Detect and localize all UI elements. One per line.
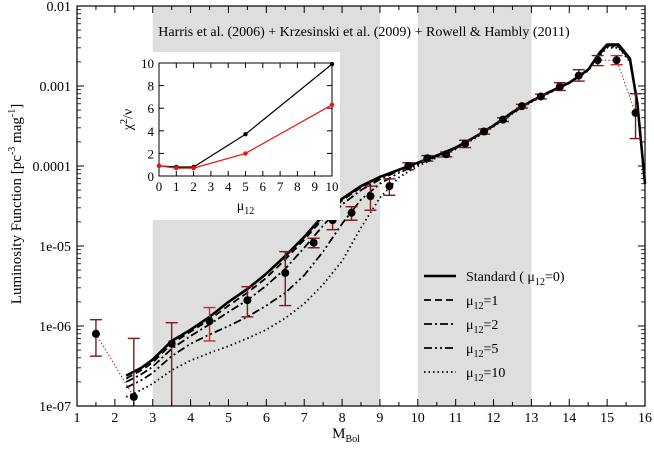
inset-y-tick-label: 6 [148,101,155,116]
inset-point [156,163,162,169]
x-axis-title: MBol [332,426,360,445]
inset-point [243,131,248,137]
shaded-band-1 [417,6,532,406]
inset-x-tick-label: 7 [277,179,284,194]
observed-point [442,150,451,159]
inset-x-tick-label: 1 [173,179,180,194]
inset-x-tick-label: 4 [225,179,232,194]
x-tick-label: 1 [74,411,81,426]
observed-point [385,182,394,191]
observed-point [499,115,507,124]
inset-y-tick-label: 10 [141,56,154,71]
observed-point [309,238,318,247]
inset-x-tick-label: 8 [294,179,301,194]
inset-point [174,165,179,171]
observed-point [281,268,290,277]
observed-point [593,56,602,65]
observed-point [347,208,356,217]
x-tick-label: 10 [411,411,425,426]
inset-x-tick-label: 6 [260,179,267,194]
observed-point [631,108,640,117]
inset-y-tick-label: 8 [148,79,155,94]
x-tick-label: 2 [111,411,118,426]
observed-point [91,329,100,338]
legend-label-2: μ12=2 [466,318,498,336]
inset-y-axis-title: χ2/ν [119,109,136,131]
inset-x-tick-label: 0 [156,179,163,194]
observed-point [404,162,413,170]
inset-x-axis-title: μ12 [237,199,255,217]
inset-y-tick-label: 0 [148,169,155,184]
observed-point [423,154,432,163]
inset-x-tick-label: 10 [326,179,339,194]
x-tick-label: 12 [487,411,501,426]
observed-point [167,339,176,348]
observed-point [612,56,621,65]
legend-label-0: Standard ( μ12=0) [466,270,565,288]
y-tick-label: 0.0001 [33,160,72,175]
inset-y-tick-label: 4 [148,124,155,139]
observed-point [555,82,564,91]
observed-point [205,317,214,326]
figure-annotation: Harris et al. (2006) + Krzesinski et al.… [158,25,570,40]
observed-point [129,392,138,401]
inset-x-tick-label: 3 [208,179,215,194]
legend-label-3: μ12=5 [466,342,498,360]
x-tick-label: 5 [225,411,232,426]
inset-y-tick-label: 2 [148,146,155,161]
observed-point [517,102,526,111]
y-tick-label: 0.001 [40,80,72,95]
observed-point [461,139,470,148]
x-tick-label: 6 [263,411,270,426]
observed-point [480,127,489,136]
y-tick-label: 1e-07 [39,400,71,415]
inset-x-tick-label: 2 [190,179,197,194]
inset-x-tick-label: 9 [311,179,318,194]
inset-point [329,102,335,108]
y-tick-label: 1e-06 [39,320,71,335]
inset-point [243,151,248,156]
x-tick-label: 9 [376,411,383,426]
inset-point [329,61,335,67]
x-tick-label: 7 [301,411,308,426]
y-axis-title: Luminosity Function [pc-3 mag-1] [7,104,25,304]
observed-point [366,192,375,201]
x-tick-label: 8 [339,411,346,426]
legend-label-4: μ12=10 [466,366,505,384]
inset-point [191,165,196,171]
observed-point [574,71,583,80]
y-tick-label: 1e-05 [39,240,71,255]
inset-x-tick-label: 5 [242,179,249,194]
x-tick-label: 13 [524,411,538,426]
x-tick-label: 11 [449,411,462,426]
x-tick-label: 15 [600,411,614,426]
legend-label-1: μ12=1 [466,294,498,312]
observed-point [536,92,545,101]
x-tick-label: 3 [149,411,156,426]
x-tick-label: 14 [562,411,576,426]
x-tick-label: 4 [187,411,194,426]
inset-background [112,52,340,220]
observed-point [243,296,252,305]
y-tick-label: 0.01 [47,0,72,15]
x-tick-label: 16 [638,411,652,426]
